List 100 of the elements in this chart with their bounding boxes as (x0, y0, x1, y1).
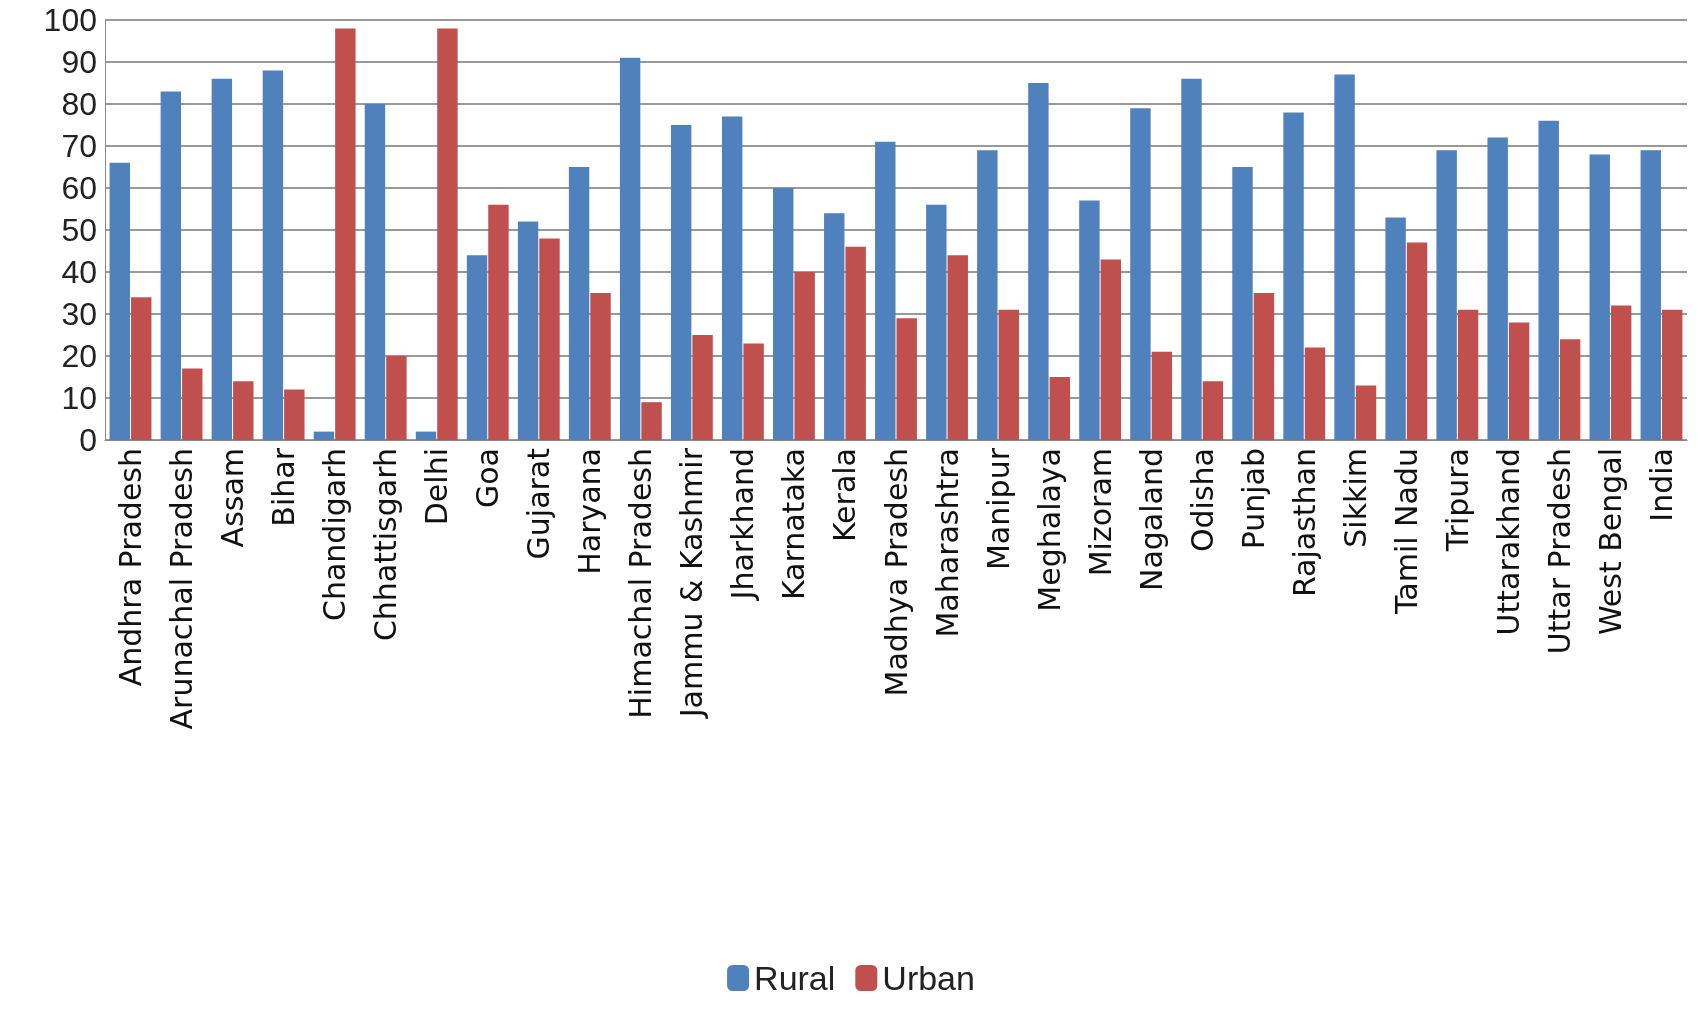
bar (262, 70, 284, 440)
bar (568, 167, 590, 440)
y-tick-label: 80 (61, 86, 97, 122)
y-tick-label: 10 (61, 380, 97, 416)
x-tick-label: Haryana (572, 448, 608, 575)
bar (1355, 385, 1377, 440)
bar (875, 141, 896, 440)
bar (1406, 242, 1428, 440)
bar (1232, 167, 1253, 440)
bar (364, 104, 386, 440)
x-tick-label: West Bengal (1592, 448, 1628, 636)
bar (160, 91, 182, 440)
bar (466, 255, 488, 440)
x-tick-label: Tripura (1439, 448, 1475, 553)
bar (182, 368, 203, 440)
bar (977, 150, 998, 440)
x-tick-label: Jammu & Kashmir (674, 447, 710, 720)
x-tick-label: Tamil Nadu (1388, 448, 1424, 616)
y-tick-label: 20 (61, 338, 97, 374)
bar (926, 204, 947, 440)
bar (743, 343, 764, 440)
x-tick-label: Nagaland (1133, 448, 1169, 592)
bar (1304, 347, 1326, 440)
bar (692, 335, 713, 440)
y-tick-label: 50 (61, 212, 97, 248)
x-tick-label: Chhattisgarh (368, 448, 404, 642)
x-tick-label: Himachal Pradesh (623, 448, 659, 719)
bar (386, 356, 407, 440)
x-tick-label: Meghalaya (1031, 448, 1067, 612)
legend-label: Rural (754, 959, 836, 997)
x-tick-label: Maharashtra (929, 448, 965, 638)
bar (1559, 339, 1581, 440)
bar (313, 431, 335, 440)
x-tick-label: Uttar Pradesh (1541, 448, 1577, 655)
x-tick-label: Assam (215, 448, 251, 548)
bar (488, 204, 509, 440)
bar (1100, 259, 1122, 440)
x-tick-label: Goa (470, 448, 506, 508)
bar (773, 188, 794, 440)
x-tick-label: India (1643, 448, 1679, 522)
x-tick-label: Odisha (1184, 448, 1220, 553)
y-tick-label: 60 (61, 170, 97, 206)
bar (670, 125, 692, 440)
bar (517, 221, 539, 440)
bar (539, 238, 560, 440)
bar (1202, 381, 1224, 440)
bar (721, 116, 743, 440)
x-tick-label: Delhi (419, 448, 455, 526)
bar (284, 389, 305, 440)
x-tick-label: Bihar (266, 447, 302, 527)
bar (824, 213, 845, 440)
x-tick-label: Uttarakhand (1490, 448, 1526, 636)
x-tick-label: Madhya Pradesh (878, 448, 914, 697)
bar (1487, 137, 1508, 440)
y-tick-label: 30 (61, 296, 97, 332)
x-tick-label: Mizoram (1082, 448, 1118, 577)
bar (211, 78, 233, 440)
bar (131, 297, 152, 440)
bar (335, 28, 356, 440)
bar (845, 246, 866, 440)
bar (794, 272, 815, 440)
y-tick-label: 90 (61, 44, 97, 80)
bar (415, 431, 437, 440)
bar (1436, 150, 1457, 440)
bar (1661, 309, 1683, 440)
bar (1181, 78, 1202, 440)
bar (1253, 293, 1275, 440)
bar (1049, 377, 1071, 440)
bar (947, 255, 968, 440)
y-tick-label: 100 (43, 2, 97, 38)
bar (1538, 120, 1559, 440)
x-tick-label: Karnataka (776, 448, 812, 601)
x-tick-label: Punjab (1235, 448, 1271, 550)
legend-label: Urban (882, 959, 975, 997)
y-tick-label: 40 (61, 254, 97, 290)
bar (1457, 309, 1479, 440)
bar (1508, 322, 1530, 440)
bar (1334, 74, 1355, 440)
y-tick-label: 70 (61, 128, 97, 164)
x-tick-label: Andhra Pradesh (113, 448, 149, 687)
bar (1028, 83, 1049, 440)
x-tick-label: Jharkhand (725, 448, 761, 602)
bar (998, 309, 1019, 440)
x-tick-label: Sikkim (1337, 448, 1373, 548)
bar (1151, 351, 1173, 440)
bar (109, 162, 131, 440)
x-tick-label: Arunachal Pradesh (164, 448, 200, 730)
bar (437, 28, 458, 440)
bar (1079, 200, 1100, 440)
x-tick-label: Chandigarh (317, 448, 353, 621)
bar (641, 402, 662, 440)
bar (619, 57, 641, 440)
bar (1610, 305, 1632, 440)
bar (1589, 154, 1610, 440)
x-tick-label: Manipur (980, 447, 1016, 571)
bar (1283, 112, 1304, 440)
y-tick-label: 0 (79, 422, 97, 458)
x-tick-label: Gujarat (521, 447, 557, 560)
bar (590, 293, 611, 440)
bar (233, 381, 254, 440)
